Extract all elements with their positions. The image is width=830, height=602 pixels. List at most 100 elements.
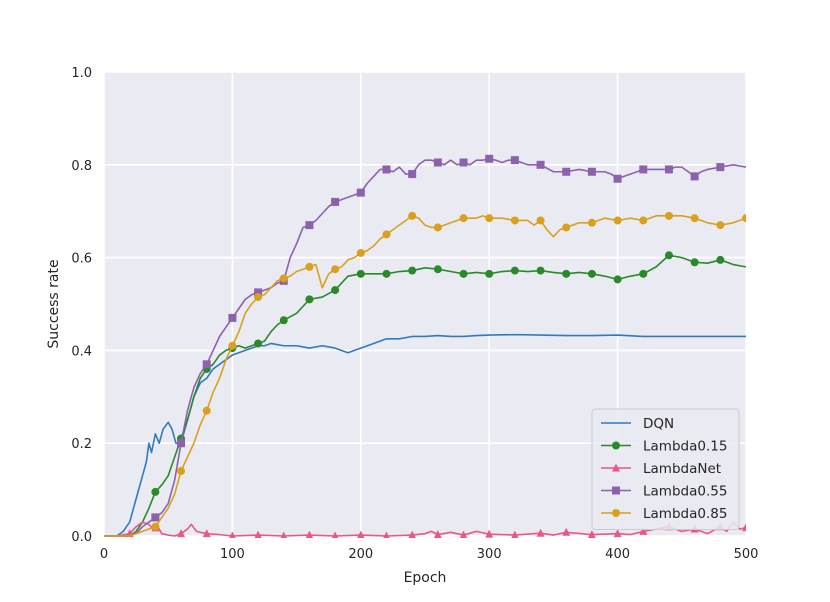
data-point xyxy=(485,269,494,278)
legend-item: Lambda0.55 xyxy=(601,484,727,500)
data-point xyxy=(587,167,596,176)
x-tick-label: 0 xyxy=(100,547,108,562)
data-point xyxy=(510,156,519,165)
data-point xyxy=(408,266,417,275)
data-point xyxy=(562,167,571,176)
data-point xyxy=(510,266,519,275)
legend-item: Lambda0.85 xyxy=(601,506,727,522)
data-point xyxy=(587,530,596,538)
data-point xyxy=(664,211,673,220)
data-point xyxy=(177,467,186,476)
data-point xyxy=(151,522,160,531)
data-point xyxy=(202,529,211,538)
data-point xyxy=(331,197,340,206)
data-point xyxy=(228,341,237,350)
data-point xyxy=(459,214,468,223)
data-point xyxy=(228,313,237,322)
data-point xyxy=(485,154,494,163)
data-point xyxy=(459,158,468,167)
data-point xyxy=(305,262,314,271)
x-tick-label: 500 xyxy=(734,547,759,562)
data-point xyxy=(279,316,288,325)
data-point xyxy=(485,214,494,223)
data-point xyxy=(202,360,211,369)
series-lambda0-85 xyxy=(104,211,746,537)
legend-label: Lambda0.85 xyxy=(643,506,727,522)
legend-marker xyxy=(612,441,620,450)
y-tick-label: 1.0 xyxy=(71,66,92,81)
data-point xyxy=(331,286,340,295)
y-axis-label: Success rate xyxy=(46,259,62,348)
legend-label: LambdaNet xyxy=(643,461,721,477)
legend-label: DQN xyxy=(643,416,674,432)
data-point xyxy=(485,529,494,538)
data-point xyxy=(716,163,725,172)
x-tick-label: 100 xyxy=(220,547,245,562)
data-point xyxy=(280,531,288,538)
data-point xyxy=(433,530,442,538)
y-tick-label: 0.0 xyxy=(71,530,92,545)
x-tick-label: 400 xyxy=(605,547,630,562)
data-point xyxy=(254,530,262,538)
data-point xyxy=(562,223,571,232)
data-point xyxy=(536,160,545,169)
legend-item: Lambda0.15 xyxy=(601,439,727,455)
grid-lines xyxy=(103,71,747,537)
legend-box xyxy=(591,408,740,530)
data-point xyxy=(433,158,442,167)
data-point xyxy=(613,216,622,225)
y-axis-ticks: 0.0 0.2 0.4 0.6 0.8 1.0 xyxy=(71,66,92,545)
data-point xyxy=(305,530,314,538)
data-point xyxy=(279,274,288,283)
legend-marker xyxy=(612,486,620,495)
data-point xyxy=(459,530,468,538)
data-point xyxy=(356,269,365,278)
data-point xyxy=(382,165,391,174)
x-axis-ticks: 0 100 200 300 400 500 xyxy=(100,547,759,562)
data-point xyxy=(356,188,365,197)
legend-marker xyxy=(612,509,620,517)
data-point xyxy=(382,269,391,278)
data-point xyxy=(664,165,673,174)
data-point xyxy=(510,216,519,225)
y-tick-label: 0.4 xyxy=(71,344,92,359)
y-tick-label: 0.8 xyxy=(71,159,92,174)
data-point xyxy=(536,216,545,225)
data-point xyxy=(742,214,746,223)
data-point xyxy=(357,530,365,538)
x-tick-label: 200 xyxy=(348,547,373,562)
data-point xyxy=(613,174,622,183)
data-point xyxy=(408,170,417,179)
data-point xyxy=(408,211,417,220)
data-point xyxy=(536,528,545,537)
series-line xyxy=(104,215,746,537)
data-point xyxy=(382,230,391,239)
data-point xyxy=(613,275,622,284)
data-point xyxy=(459,269,468,278)
data-point xyxy=(254,293,263,302)
data-point xyxy=(587,218,596,227)
data-point xyxy=(587,269,596,278)
x-tick-label: 300 xyxy=(477,547,502,562)
data-point xyxy=(331,531,339,538)
data-point xyxy=(229,531,236,538)
data-point xyxy=(305,221,314,230)
data-point xyxy=(433,265,442,274)
x-axis-label: Epoch xyxy=(404,570,447,586)
data-point xyxy=(639,216,648,225)
data-point xyxy=(177,529,186,538)
data-point xyxy=(331,265,340,274)
data-point xyxy=(305,295,314,304)
data-point xyxy=(664,251,673,260)
data-point xyxy=(639,526,648,535)
legend-label: Lambda0.55 xyxy=(643,484,727,500)
data-point xyxy=(639,165,648,174)
data-point xyxy=(511,530,519,538)
y-tick-label: 0.2 xyxy=(71,437,92,452)
data-point xyxy=(254,288,263,297)
data-point xyxy=(716,255,725,264)
series-lambda0-55 xyxy=(104,154,746,537)
data-point xyxy=(690,258,699,267)
legend: DQN Lambda0.15 LambdaNet Lambda0.55 Lambda0.… xyxy=(591,408,740,530)
